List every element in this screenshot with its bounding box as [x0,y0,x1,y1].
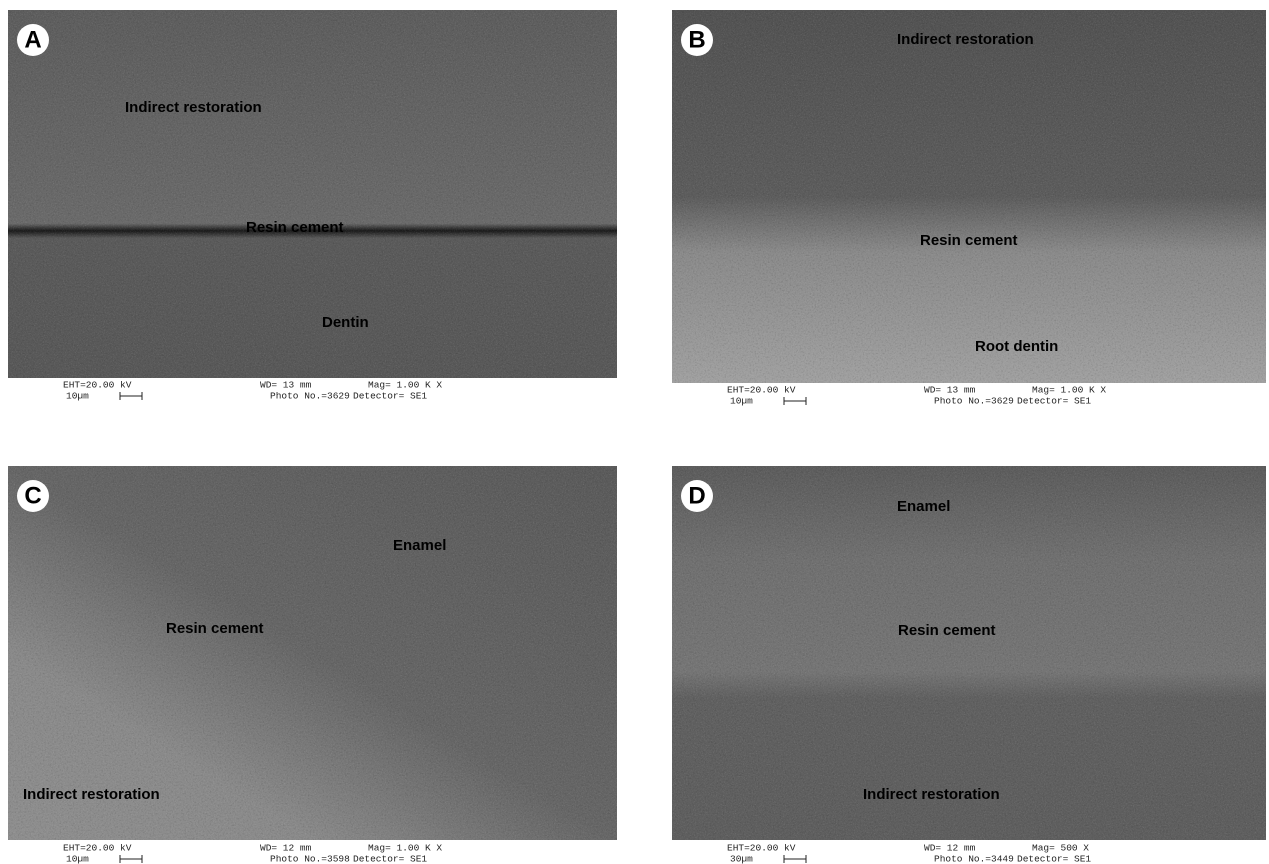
sem-texture [8,466,617,840]
panel-letter: D [688,483,705,510]
sem-panel: D Enamel Resin cement Indirect restoration E… [672,466,1266,864]
info-photo: Photo No.=3629 [270,391,350,402]
region-label: Dentin [322,314,369,331]
sem-panel: A Indirect restoration Resin cement Dentin E… [8,10,617,402]
info-detector: Detector= SE1 [1017,396,1091,407]
info-detector: Detector= SE1 [353,854,427,864]
info-photo: Photo No.=3449 [934,854,1014,864]
info-eht: EHT=20.00 kV [727,385,796,396]
info-detector: Detector= SE1 [353,391,427,402]
region-label: Indirect restoration [863,786,1000,803]
region-label: Indirect restoration [23,786,160,803]
info-wd: WD= 13 mm [260,380,312,391]
region-label: Resin cement [898,622,996,639]
scale-bar [120,392,142,400]
sem-panel: B Indirect restoration Resin cement Root de… [672,10,1266,407]
scale-bar [784,855,806,863]
sem-texture [8,10,617,378]
info-photo: Photo No.=3629 [934,396,1014,407]
sem-panel: C Enamel Resin cement Indirect restoration E… [8,466,617,864]
panel-letter: C [24,483,41,510]
region-label: Resin cement [246,219,344,236]
info-eht: EHT=20.00 kV [63,843,132,854]
panel-letter: B [688,27,705,54]
info-photo: Photo No.=3598 [270,854,350,864]
region-label: Indirect restoration [897,31,1034,48]
info-scale: 10µm [730,396,753,407]
info-mag: Mag= 1.00 K X [368,380,442,391]
info-mag: Mag= 1.00 K X [1032,385,1106,396]
region-label: Root dentin [975,338,1058,355]
region-label: Indirect restoration [125,99,262,116]
info-eht: EHT=20.00 kV [727,843,796,854]
region-label: Enamel [897,498,950,515]
scale-bar [120,855,142,863]
panel-letter: A [24,27,41,54]
sem-texture [672,466,1266,840]
info-detector: Detector= SE1 [1017,854,1091,864]
region-label: Resin cement [920,232,1018,249]
info-scale: 30µm [730,854,753,864]
region-label: Resin cement [166,620,264,637]
info-eht: EHT=20.00 kV [63,380,132,391]
info-wd: WD= 12 mm [924,843,976,854]
figure: A Indirect restoration Resin cement Dentin E… [0,0,1269,864]
scale-bar [784,397,806,405]
info-scale: 10µm [66,391,89,402]
info-mag: Mag= 500 X [1032,843,1089,854]
info-scale: 10µm [66,854,89,864]
info-mag: Mag= 1.00 K X [368,843,442,854]
sem-texture [672,10,1266,383]
info-wd: WD= 13 mm [924,385,976,396]
region-label: Enamel [393,537,446,554]
info-wd: WD= 12 mm [260,843,312,854]
